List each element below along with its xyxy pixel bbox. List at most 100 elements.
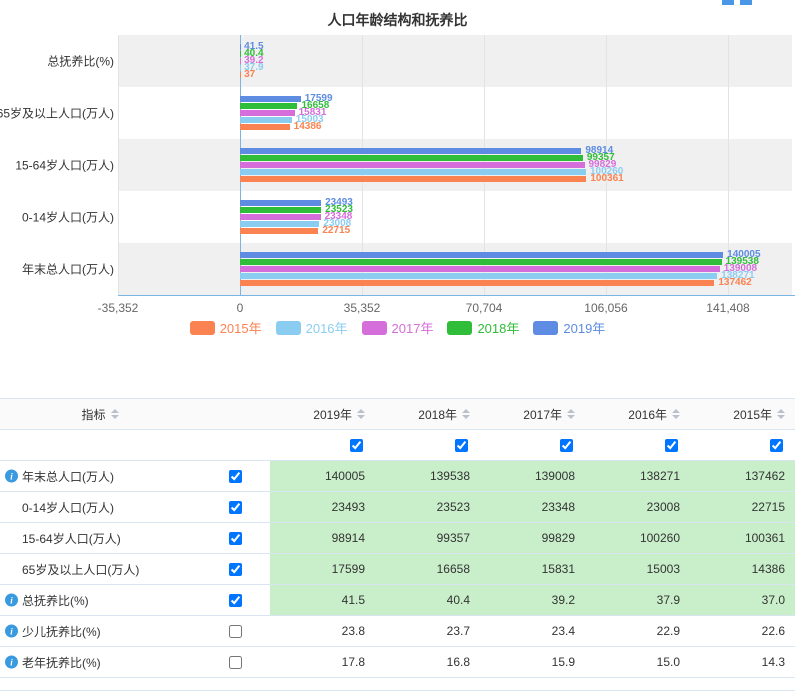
sort-down-arrow	[777, 415, 785, 419]
column-checkbox[interactable]	[560, 438, 573, 452]
table-header-year[interactable]: 2016年	[585, 399, 690, 429]
sort-icon[interactable]	[672, 409, 680, 419]
sort-up-arrow	[567, 409, 575, 413]
column-checkbox-cell	[480, 430, 585, 460]
sort-icon[interactable]	[110, 409, 119, 419]
value-cell: 22715	[690, 492, 795, 522]
indicator-cell: i 老年抚养比(%)	[0, 647, 200, 677]
column-checkbox-row	[0, 430, 795, 461]
info-icon[interactable]: i	[5, 655, 18, 669]
sort-icon[interactable]	[357, 409, 365, 419]
bar-value-label: 23523	[325, 204, 353, 215]
empty-cell	[200, 430, 270, 460]
bar-value-label: 37	[244, 69, 256, 80]
indicator-cell: i 总抚养比(%)	[0, 585, 200, 615]
bar-value-label: 98914	[585, 145, 614, 156]
chart-bar	[240, 214, 321, 220]
row-checkbox[interactable]	[228, 500, 242, 514]
row-checkbox[interactable]	[228, 531, 242, 545]
bar-value-label: 15831	[298, 107, 327, 118]
value-cell: 22.9	[656, 624, 680, 638]
value-cell: 39.2	[480, 585, 585, 615]
sort-down-arrow	[462, 415, 470, 419]
value-cell: 23493	[270, 492, 375, 522]
sort-up-arrow	[672, 409, 680, 413]
chart-bar	[240, 124, 290, 130]
value-cell: 16.8	[446, 655, 470, 669]
sort-up-arrow	[777, 409, 785, 413]
indicator-label: 0-14岁人口(万人)	[22, 500, 115, 515]
info-icon[interactable]: i	[5, 593, 18, 607]
table-footer-strip	[0, 678, 795, 691]
table-header-year[interactable]: 2015年	[690, 399, 795, 429]
bar-value-label: 15003	[295, 114, 324, 125]
row-checkbox-cell	[200, 523, 270, 553]
chart-bar	[240, 200, 322, 206]
row-checkbox[interactable]	[228, 469, 242, 483]
chart-bar	[240, 176, 587, 182]
legend-item[interactable]: 2017年	[361, 318, 433, 337]
table-header-year[interactable]: 2019年	[270, 399, 375, 429]
bar-value-label: 41.5	[244, 41, 264, 52]
indicator-label: 老年抚养比(%)	[22, 655, 101, 670]
row-checkbox[interactable]	[228, 593, 242, 607]
value-cell: 15.0	[656, 655, 680, 669]
table-header-indicator[interactable]: 指标	[0, 399, 200, 429]
bar-value-label: 139008	[723, 263, 758, 274]
value-cell: 37.9	[585, 585, 690, 615]
row-checkbox-cell	[200, 616, 270, 646]
grid-line	[118, 35, 119, 295]
sort-down-arrow	[672, 415, 680, 419]
category-label: 年末总人口(万人)	[22, 262, 114, 277]
chart-bar	[240, 96, 301, 102]
column-checkbox[interactable]	[665, 438, 678, 452]
sort-down-arrow	[357, 415, 365, 419]
chart-bar	[240, 148, 582, 154]
value-cell: 100361	[690, 523, 795, 553]
sort-up-arrow	[357, 409, 365, 413]
column-checkbox[interactable]	[455, 438, 468, 452]
row-checkbox[interactable]	[228, 624, 242, 638]
value-cell: 14.3	[761, 655, 785, 669]
indicator-cell: i 少儿抚养比(%)	[0, 616, 200, 646]
indicator-label: 15-64岁人口(万人)	[22, 531, 121, 546]
legend-item[interactable]: 2016年	[275, 318, 348, 337]
chart-bar	[240, 252, 724, 258]
legend-item[interactable]: 2015年	[189, 318, 262, 337]
row-checkbox[interactable]	[228, 655, 242, 669]
indicator-table: 指标 2019年 2018年 2017年 2016年 2015年 i 年末总人口(万人) 140…	[0, 398, 795, 691]
bar-value-label: 100260	[589, 166, 624, 177]
category-label: 0-14岁人口(万人)	[21, 210, 114, 225]
column-checkbox[interactable]	[350, 438, 363, 452]
sort-icon[interactable]	[567, 409, 575, 419]
sort-icon[interactable]	[777, 409, 785, 419]
value-cell: 138271	[585, 461, 690, 491]
table-header-label: 指标	[81, 407, 106, 422]
chart-bar	[240, 259, 722, 265]
legend-item[interactable]: 2019年	[533, 318, 605, 337]
bar-value-label: 22715	[322, 225, 351, 236]
grid-line	[606, 35, 607, 295]
value-cell: 17.8	[341, 655, 365, 669]
value-cell: 99357	[375, 523, 480, 553]
value-cell: 15003	[585, 554, 690, 584]
table-header-year[interactable]: 2017年	[480, 399, 585, 429]
indicator-cell: 15-64岁人口(万人)	[0, 523, 200, 553]
info-icon[interactable]: i	[5, 624, 18, 638]
toolbar-icon-fragment[interactable]	[740, 0, 752, 5]
row-checkbox[interactable]	[228, 562, 242, 576]
chart-bar	[240, 169, 586, 175]
indicator-cell: 0-14岁人口(万人)	[0, 492, 200, 522]
table-row: 65岁及以上人口(万人) 17599 16658 15831 15003 14386	[0, 554, 795, 585]
category-label: 15-64岁人口(万人)	[15, 158, 114, 173]
legend-swatch	[275, 320, 301, 335]
column-checkbox[interactable]	[770, 438, 783, 452]
value-cell: 139008	[480, 461, 585, 491]
legend-item[interactable]: 2018年	[447, 318, 519, 337]
info-icon[interactable]: i	[5, 469, 18, 483]
table-header-year[interactable]: 2018年	[375, 399, 480, 429]
toolbar-icon-fragment[interactable]	[722, 0, 734, 5]
chart-title: 人口年龄结构和抚养比	[327, 12, 468, 28]
chart-bar	[240, 273, 718, 279]
sort-icon[interactable]	[462, 409, 470, 419]
